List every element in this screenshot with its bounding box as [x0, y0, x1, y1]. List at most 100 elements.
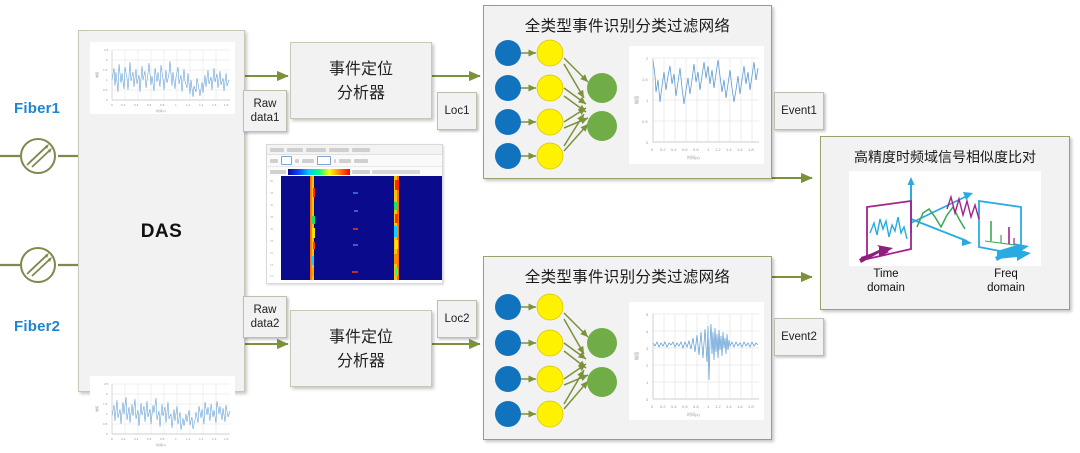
loc1-tag[interactable]: Loc1	[437, 92, 477, 130]
event-location-analyzer-2[interactable]: 事件定位 分析器	[290, 310, 432, 387]
svg-text:15: 15	[270, 263, 274, 267]
raw-data2-tag[interactable]: Raw data2	[243, 296, 287, 338]
svg-text:0: 0	[106, 432, 108, 436]
svg-text:1: 1	[646, 98, 649, 103]
raw-data1-line2: data1	[250, 112, 280, 124]
network1-title: 全类型事件识别分类过滤网络	[524, 17, 731, 35]
colormap-gradient	[288, 168, 350, 175]
svg-text:0.4: 0.4	[134, 103, 139, 107]
svg-text:1.8: 1.8	[224, 437, 229, 441]
raw-data1-tag[interactable]: Raw data1	[243, 90, 287, 132]
svg-text:1.4: 1.4	[726, 404, 732, 409]
svg-text:2: 2	[646, 363, 649, 368]
svg-text:幅值: 幅值	[94, 72, 99, 78]
network2-title: 全类型事件识别分类过滤网络	[524, 268, 731, 286]
waterfall-toolbar-row1[interactable]	[267, 145, 442, 155]
svg-text:4: 4	[646, 329, 649, 334]
svg-text:0: 0	[646, 397, 649, 402]
svg-text:0: 0	[106, 98, 108, 102]
freq-domain-line2: domain	[987, 282, 1025, 295]
svg-text:40: 40	[270, 203, 274, 207]
svg-text:1.4: 1.4	[726, 147, 732, 152]
svg-text:0.4: 0.4	[671, 404, 677, 409]
svg-text:25: 25	[270, 239, 274, 243]
svg-text:2: 2	[646, 56, 649, 61]
freq-domain-label: Freq domain	[971, 267, 1041, 296]
svg-text:1.6: 1.6	[212, 437, 217, 441]
time-domain-label: Time domain	[851, 267, 921, 296]
svg-text:2.5: 2.5	[104, 382, 109, 386]
svg-text:5: 5	[646, 312, 649, 317]
raw-data2-line1: Raw	[253, 303, 277, 316]
svg-text:1.4: 1.4	[199, 103, 204, 107]
svg-text:1.2: 1.2	[715, 404, 721, 409]
svg-text:1.2: 1.2	[186, 103, 191, 107]
svg-text:0.4: 0.4	[671, 147, 677, 152]
svg-text:10: 10	[270, 274, 274, 278]
classification-network-panel-1[interactable]: 全类型事件识别分类过滤网络	[483, 5, 772, 179]
svg-text:0.8: 0.8	[160, 437, 165, 441]
svg-text:0.8: 0.8	[693, 404, 699, 409]
waterfall-spectrogram-widget[interactable]: 50 45 40 35 30 25 20 15 10	[266, 144, 443, 284]
svg-text:0: 0	[111, 103, 113, 107]
svg-text:2.5: 2.5	[104, 48, 109, 52]
event-location-analyzer-1[interactable]: 事件定位 分析器	[290, 42, 432, 119]
event2-tag[interactable]: Event2	[774, 318, 824, 356]
svg-text:0.2: 0.2	[660, 147, 666, 152]
svg-text:1: 1	[707, 404, 710, 409]
svg-text:0.2: 0.2	[121, 103, 126, 107]
analyzer2-line2: 分析器	[336, 350, 385, 370]
raw-data1-line1: Raw	[253, 97, 277, 110]
waterfall-canvas: 50 45 40 35 30 25 20 15 10	[270, 176, 442, 280]
similarity-comparison-panel[interactable]: 高精度时频域信号相似度比对 Time domain	[820, 136, 1070, 310]
svg-text:0.5: 0.5	[103, 88, 108, 92]
svg-text:0.2: 0.2	[121, 437, 126, 441]
similarity-title: 高精度时频域信号相似度比对	[854, 150, 1036, 166]
raw-data2-line2: data2	[250, 318, 280, 330]
svg-text:1.4: 1.4	[199, 437, 204, 441]
waterfall-toolbar-row2[interactable]	[267, 155, 442, 167]
svg-text:幅值: 幅值	[633, 96, 639, 104]
time-domain-line2: domain	[867, 282, 905, 295]
svg-text:0.5: 0.5	[103, 422, 108, 426]
analyzer2-line1: 事件定位	[328, 326, 393, 346]
svg-text:45: 45	[270, 191, 274, 195]
event1-label: Event1	[781, 104, 817, 117]
svg-text:1: 1	[707, 147, 710, 152]
analyzer1-line1: 事件定位	[328, 58, 393, 78]
svg-text:1: 1	[106, 412, 108, 416]
event1-tag[interactable]: Event1	[774, 92, 824, 130]
time-frequency-illustration	[849, 171, 1041, 266]
loc1-label: Loc1	[444, 104, 470, 117]
svg-text:1.8: 1.8	[224, 103, 229, 107]
svg-text:50: 50	[270, 179, 274, 183]
svg-text:0.2: 0.2	[660, 404, 666, 409]
svg-text:时间(s): 时间(s)	[156, 108, 166, 113]
svg-text:幅值: 幅值	[94, 406, 99, 412]
das-title: DAS	[140, 221, 183, 242]
waterfall-colorbar	[267, 167, 442, 176]
svg-text:1.2: 1.2	[715, 147, 721, 152]
svg-text:35: 35	[270, 215, 274, 219]
analyzer1-line2: 分析器	[336, 82, 385, 102]
svg-text:1.6: 1.6	[737, 147, 743, 152]
svg-text:0: 0	[651, 147, 654, 152]
freq-domain-line1: Freq	[994, 268, 1018, 280]
svg-text:1.5: 1.5	[103, 402, 108, 406]
svg-text:1.6: 1.6	[737, 404, 743, 409]
svg-text:0.4: 0.4	[134, 437, 139, 441]
svg-text:2: 2	[106, 58, 108, 62]
svg-text:2: 2	[106, 392, 108, 396]
event2-label: Event2	[781, 330, 817, 343]
svg-text:1: 1	[175, 437, 177, 441]
svg-text:0.6: 0.6	[147, 437, 152, 441]
svg-text:1: 1	[175, 103, 177, 107]
raw-signal-chart-2: 2.5 2 1.5 1 0.5 0 0 0.2 0.4 0.6 0.8 1 1.2 1.4 1.6 …	[90, 376, 235, 448]
classification-network-panel-2[interactable]: 全类型事件识别分类过滤网络	[483, 256, 772, 440]
fiber-sensor-icon	[20, 138, 56, 174]
loc2-tag[interactable]: Loc2	[437, 300, 477, 338]
svg-text:20: 20	[270, 251, 274, 255]
svg-text:1.5: 1.5	[642, 77, 648, 82]
svg-text:0.6: 0.6	[147, 103, 152, 107]
svg-text:0.8: 0.8	[160, 103, 165, 107]
